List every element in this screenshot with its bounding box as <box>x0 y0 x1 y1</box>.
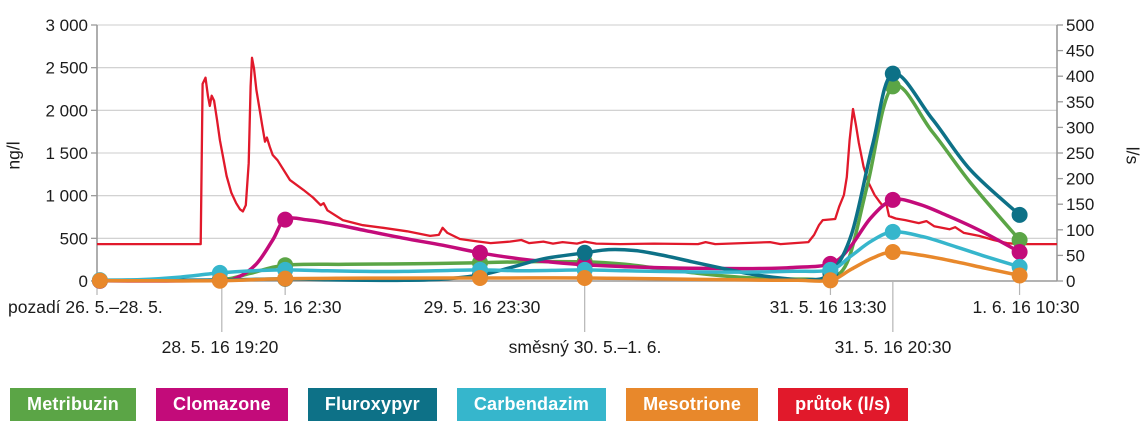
legend-label: Mesotrione <box>643 394 742 414</box>
data-point-marker-mesotrione <box>91 272 108 289</box>
series-line-fluroxypyr <box>98 71 1022 283</box>
x-axis-label: 31. 5. 16 20:30 <box>835 337 952 357</box>
data-point-marker-mesotrione <box>1011 267 1028 284</box>
left-axis-tick-label: 1 500 <box>45 144 88 163</box>
right-axis-tick-label: 350 <box>1066 93 1094 112</box>
data-point-marker-clomazone <box>472 244 488 261</box>
right-axis-tick-label: 200 <box>1066 170 1094 189</box>
legend-label: průtok (l/s) <box>795 394 891 414</box>
x-axis-label: 31. 5. 16 13:30 <box>770 297 887 317</box>
left-axis-tick-label: 500 <box>60 229 88 248</box>
left-axis-tick-label: 0 <box>79 272 88 291</box>
data-point-marker-clomazone <box>277 211 294 228</box>
legend-item-clomazone: Clomazone <box>156 388 288 421</box>
data-point-marker-carbendazim <box>884 223 901 240</box>
legend-label: Fluroxypyr <box>324 394 420 414</box>
left-axis-unit-label: ng/l <box>3 141 24 170</box>
right-axis-tick-label: 0 <box>1066 272 1075 291</box>
right-axis-tick-label: 400 <box>1066 67 1094 86</box>
x-axis-label: 1. 6. 16 10:30 <box>972 297 1079 317</box>
legend-item-mesotrione: Mesotrione <box>626 388 759 421</box>
right-axis-tick-label: 450 <box>1066 42 1094 61</box>
data-point-marker-mesotrione <box>277 270 294 287</box>
legend-label: Carbendazim <box>473 394 590 414</box>
data-point-marker-mesotrione <box>472 270 488 286</box>
left-axis-tick-label: 2 500 <box>45 59 88 78</box>
x-axis-label: směsný 30. 5.–1. 6. <box>509 337 662 357</box>
legend-item-prutok: průtok (l/s) <box>778 388 908 421</box>
right-axis-tick-label: 250 <box>1066 144 1094 163</box>
legend-item-metribuzin: Metribuzin <box>10 388 136 421</box>
legend: Metribuzin Clomazone Fluroxypyr Carbenda… <box>10 388 908 421</box>
x-axis-label: pozadí 26. 5.–28. 5. <box>8 297 163 317</box>
left-axis-tick-label: 3 000 <box>45 16 88 35</box>
left-axis-tick-label: 1 000 <box>45 187 88 206</box>
legend-item-fluroxypyr: Fluroxypyr <box>307 388 437 421</box>
data-point-marker-mesotrione <box>884 244 901 260</box>
flow-line <box>97 56 1057 246</box>
left-axis-tick-label: 2 000 <box>45 101 88 120</box>
x-axis-label: 28. 5. 16 19:20 <box>162 337 279 357</box>
right-axis-tick-label: 300 <box>1066 118 1094 137</box>
right-axis-tick-label: 500 <box>1066 16 1094 35</box>
data-point-marker-clomazone <box>1011 244 1028 260</box>
right-axis-unit-label: l/s <box>1121 146 1142 165</box>
series-line-clomazone <box>98 197 1022 283</box>
data-point-marker-mesotrione <box>211 272 228 289</box>
x-axis-label: 29. 5. 16 2:30 <box>234 297 341 317</box>
legend-label: Metribuzin <box>27 394 119 414</box>
data-point-marker-metribuzin <box>884 78 901 95</box>
plot-area: 0 500 1 000 1 500 2 000 2 500 3 000 0 50 100 150 20… <box>8 16 1094 357</box>
data-point-marker-clomazone <box>884 191 901 208</box>
data-point-marker-fluroxypyr <box>884 65 901 82</box>
right-axis-tick-label: 150 <box>1066 195 1094 214</box>
right-axis-tick-label: 50 <box>1066 246 1085 265</box>
legend-label: Clomazone <box>173 394 271 414</box>
data-point-marker-fluroxypyr <box>576 244 593 261</box>
x-axis-label: 29. 5. 16 23:30 <box>424 297 541 317</box>
data-point-marker-fluroxypyr <box>1011 206 1028 223</box>
right-axis-tick-label: 100 <box>1066 221 1094 240</box>
data-point-marker-mesotrione <box>576 270 593 286</box>
series-line-metribuzin <box>98 83 1022 283</box>
data-point-marker-metribuzin <box>1011 232 1028 248</box>
data-point-marker-mesotrione <box>822 272 839 289</box>
legend-item-carbendazim: Carbendazim <box>456 388 607 421</box>
